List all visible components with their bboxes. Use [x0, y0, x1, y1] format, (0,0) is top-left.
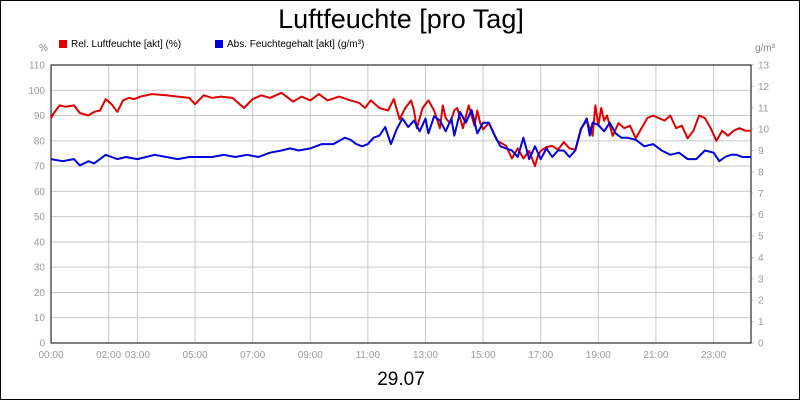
x-tick-label: 07:00	[240, 350, 265, 361]
y-left-tick-label: 60	[34, 187, 46, 198]
y-left-tick-label: 80	[34, 136, 46, 147]
y-right-tick-label: 5	[758, 232, 764, 243]
y-right-tick-label: 9	[758, 146, 764, 157]
legend-item-abs-humidity: Abs. Feuchtegehalt [akt] (g/m³)	[215, 39, 364, 50]
y-left-tick-label: 100	[28, 86, 45, 97]
right-axis-unit: g/m³	[755, 43, 775, 54]
x-tick-label: 11:00	[356, 350, 381, 361]
y-right-tick-label: 4	[758, 253, 764, 264]
x-tick-label: 02:00	[96, 350, 121, 361]
y-right-tick-label: 12	[758, 82, 770, 93]
y-right-tick-label: 13	[758, 61, 770, 72]
y-left-tick-label: 70	[34, 162, 46, 173]
series-line-rel-humidity	[50, 91, 751, 168]
y-left-tick-label: 90	[34, 111, 46, 122]
y-right-tick-label: 1	[758, 317, 764, 328]
y-left-tick-label: 10	[34, 313, 46, 324]
legend-swatch-blue	[215, 40, 223, 48]
y-right-tick-label: 7	[758, 189, 764, 200]
y-left-tick-label: 0	[39, 339, 45, 350]
x-tick-label: 15:00	[471, 350, 496, 361]
y-left-tick-label: 30	[34, 263, 46, 274]
y-left-tick-label: 40	[34, 237, 46, 248]
y-right-tick-label: 2	[758, 296, 764, 307]
y-right-tick-label: 10	[758, 125, 770, 136]
series-line-abs-humidity	[50, 108, 751, 167]
x-tick-label: 03:00	[125, 350, 150, 361]
x-tick-label: 17:00	[528, 350, 553, 361]
x-tick-label: 13:00	[413, 350, 438, 361]
legend-swatch-red	[59, 40, 67, 48]
chart-title: Luftfeuchte [pro Tag]	[278, 4, 524, 34]
plot-border	[50, 64, 752, 344]
left-axis-unit: %	[39, 43, 48, 54]
y-right-tick-label: 6	[758, 210, 764, 221]
y-left-tick-label: 110	[29, 61, 45, 72]
y-left-tick-label: 50	[34, 212, 46, 223]
x-tick-label: 00:00	[38, 350, 63, 361]
x-tick-label: 09:00	[298, 350, 323, 361]
y-right-tick-label: 3	[758, 274, 764, 285]
x-tick-label: 19:00	[586, 350, 611, 361]
y-left-tick-label: 20	[34, 288, 46, 299]
x-tick-label: 23:00	[701, 350, 726, 361]
y-right-tick-label: 11	[758, 103, 769, 114]
y-right-tick-label: 0	[758, 339, 764, 350]
legend-item-rel-humidity: Rel. Luftfeuchte [akt] (%)	[59, 39, 181, 50]
y-right-tick-label: 8	[758, 167, 764, 178]
legend-label-rel-humidity: Rel. Luftfeuchte [akt] (%)	[71, 39, 182, 50]
x-tick-label: 05:00	[183, 350, 208, 361]
date-label: 29.07	[377, 369, 425, 390]
x-tick-label: 21:00	[643, 350, 668, 361]
legend-label-abs-humidity: Abs. Feuchtegehalt [akt] (g/m³)	[227, 39, 365, 50]
